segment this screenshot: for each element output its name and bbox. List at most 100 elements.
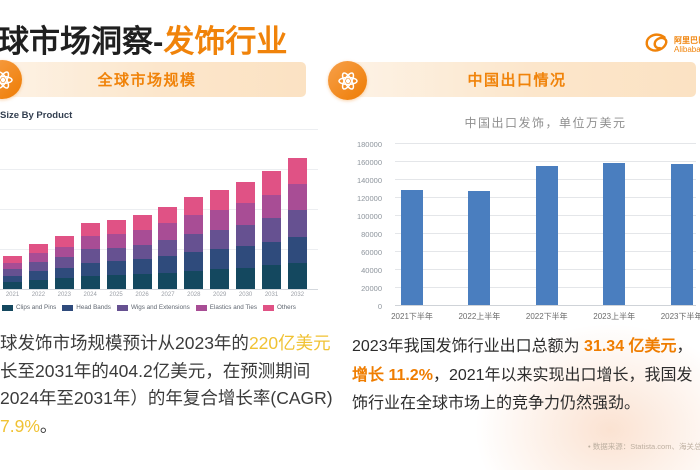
x-tick-label: 2022上半年 bbox=[458, 312, 501, 321]
bar-segment bbox=[28, 253, 48, 262]
bar-segment bbox=[184, 252, 204, 271]
bar bbox=[468, 190, 491, 305]
left-paragraph-text: 长至2031年的404.2亿美元，在预测期间 bbox=[0, 360, 311, 381]
bar-segment bbox=[236, 246, 256, 268]
x-tick-label: 2022 bbox=[31, 292, 46, 298]
right-paragraph: 2023年我国发饰行业出口总额为 31.34 亿美元， 增长 11.2%，2021… bbox=[352, 333, 700, 419]
left-chart-x-axis: 2021 2022 2023 2024 2025 2026 2027 2028 2029 2030… bbox=[0, 292, 318, 300]
alibaba-logo-cn: 阿里巴巴 bbox=[674, 36, 700, 45]
bar-segment bbox=[287, 158, 307, 185]
bar-segment bbox=[210, 190, 230, 210]
x-tick-label: 2023上半年 bbox=[593, 312, 636, 321]
left-chart-legend: Clips and Pins Head Bands Wigs and Extensi… bbox=[2, 304, 318, 311]
left-chart-title: Size By Product bbox=[0, 110, 73, 121]
bar-segment bbox=[287, 262, 307, 289]
stacked-bar bbox=[287, 158, 307, 289]
bar-segment bbox=[132, 215, 152, 230]
legend-item: Head Bands bbox=[62, 304, 111, 311]
legend-swatch bbox=[195, 304, 207, 311]
bar-segment bbox=[3, 282, 22, 289]
stacked-bar bbox=[106, 220, 126, 289]
bar-segment bbox=[54, 257, 74, 268]
stacked-bar bbox=[184, 197, 204, 289]
legend-swatch bbox=[263, 304, 274, 311]
bar-segment bbox=[262, 194, 281, 219]
stacked-bar bbox=[210, 190, 230, 289]
x-tick-label: 2031 bbox=[264, 292, 279, 298]
bar-segment bbox=[132, 274, 152, 289]
bar-segment bbox=[287, 236, 307, 263]
right-paragraph-text: ， bbox=[676, 338, 693, 355]
bar-segment bbox=[3, 262, 22, 270]
right-section-title: 中国出口情况 bbox=[467, 72, 567, 89]
y-tick-label: 120000 bbox=[356, 194, 382, 203]
x-tick-label: 2023 bbox=[57, 292, 71, 298]
bar-segment bbox=[210, 229, 230, 250]
bar-segment bbox=[106, 247, 126, 262]
left-paragraph: 球发饰市场规模预计从2023年的220亿美元 长至2031年的404.2亿美元，… bbox=[0, 330, 333, 440]
x-tick-label: 2025 bbox=[109, 292, 123, 298]
right-chart-plot bbox=[395, 143, 696, 306]
x-tick-label: 2021 bbox=[5, 292, 20, 298]
y-tick-label: 160000 bbox=[356, 158, 382, 167]
bar-segment bbox=[28, 262, 48, 271]
y-tick-label: 140000 bbox=[356, 176, 382, 185]
bar-segment bbox=[158, 223, 178, 240]
bar-segment bbox=[210, 249, 230, 270]
right-paragraph-text: 2023年我国发饰行业出口总额为 bbox=[352, 338, 585, 355]
atom-icon bbox=[328, 61, 367, 100]
y-tick-label: 80000 bbox=[361, 230, 382, 239]
right-chart-x-axis: 2021下半年 2022上半年 2022下半年 2023上半年 2023下半年 bbox=[391, 311, 700, 321]
bar-segment bbox=[236, 182, 256, 204]
x-tick-label: 2024 bbox=[83, 292, 97, 298]
stacked-bar bbox=[3, 256, 22, 289]
y-tick-label: 20000 bbox=[361, 284, 382, 293]
bar-segment bbox=[28, 280, 48, 289]
stacked-bar bbox=[236, 182, 256, 289]
data-source-note: • 数据来源：Statista.com、海关总署 bbox=[588, 442, 700, 451]
bar-segment bbox=[3, 269, 22, 276]
x-tick-label: 2028 bbox=[187, 292, 201, 298]
gridline bbox=[395, 305, 696, 306]
x-tick-label: 2030 bbox=[238, 292, 253, 298]
legend-swatch bbox=[116, 304, 128, 311]
bar-segment bbox=[158, 256, 178, 273]
bar-segment bbox=[158, 239, 178, 257]
x-tick-label: 2027 bbox=[161, 292, 175, 298]
stacked-bar bbox=[262, 171, 281, 289]
legend-swatch bbox=[2, 304, 13, 311]
left-section-banner: 全球市场规模 bbox=[0, 62, 306, 97]
right-paragraph-highlight: 31.34 亿美元 bbox=[584, 338, 677, 355]
page-title-black: 球市场洞察- bbox=[0, 24, 164, 59]
left-paragraph-text: 。 bbox=[39, 415, 58, 436]
legend-label: Others bbox=[277, 304, 296, 311]
corner-decoration bbox=[470, 320, 700, 470]
bar-segment bbox=[262, 241, 281, 266]
left-paragraph-text: 2024年至2031年）的年复合增长率(CAGR) bbox=[0, 388, 333, 408]
bar-segment bbox=[3, 256, 22, 263]
bar-segment bbox=[132, 229, 152, 245]
bar bbox=[401, 189, 423, 305]
stacked-bar bbox=[54, 236, 74, 289]
legend-swatch bbox=[62, 304, 74, 311]
bar-segment bbox=[236, 267, 256, 289]
left-paragraph-highlight: 220亿美元 bbox=[248, 333, 331, 353]
gridline bbox=[395, 143, 696, 144]
bar-segment bbox=[184, 215, 204, 234]
page-title: 球市场洞察-发饰行业 bbox=[0, 16, 287, 61]
stacked-bar bbox=[158, 207, 178, 289]
left-section-title: 全球市场规模 bbox=[97, 72, 197, 89]
bar-segment bbox=[158, 272, 178, 289]
bar-segment bbox=[80, 262, 100, 276]
legend-label: Clips and Pins bbox=[16, 304, 57, 311]
bar-segment bbox=[54, 278, 74, 289]
bar-segment bbox=[158, 207, 178, 224]
bar-segment bbox=[132, 259, 152, 275]
bar-segment bbox=[106, 275, 126, 289]
bar-segment bbox=[210, 269, 230, 289]
y-tick-label: 0 bbox=[377, 302, 382, 311]
y-tick-label: 180000 bbox=[356, 140, 382, 149]
x-tick-label: 2021下半年 bbox=[391, 312, 433, 321]
bar-segment bbox=[28, 271, 48, 280]
bar bbox=[670, 163, 693, 305]
